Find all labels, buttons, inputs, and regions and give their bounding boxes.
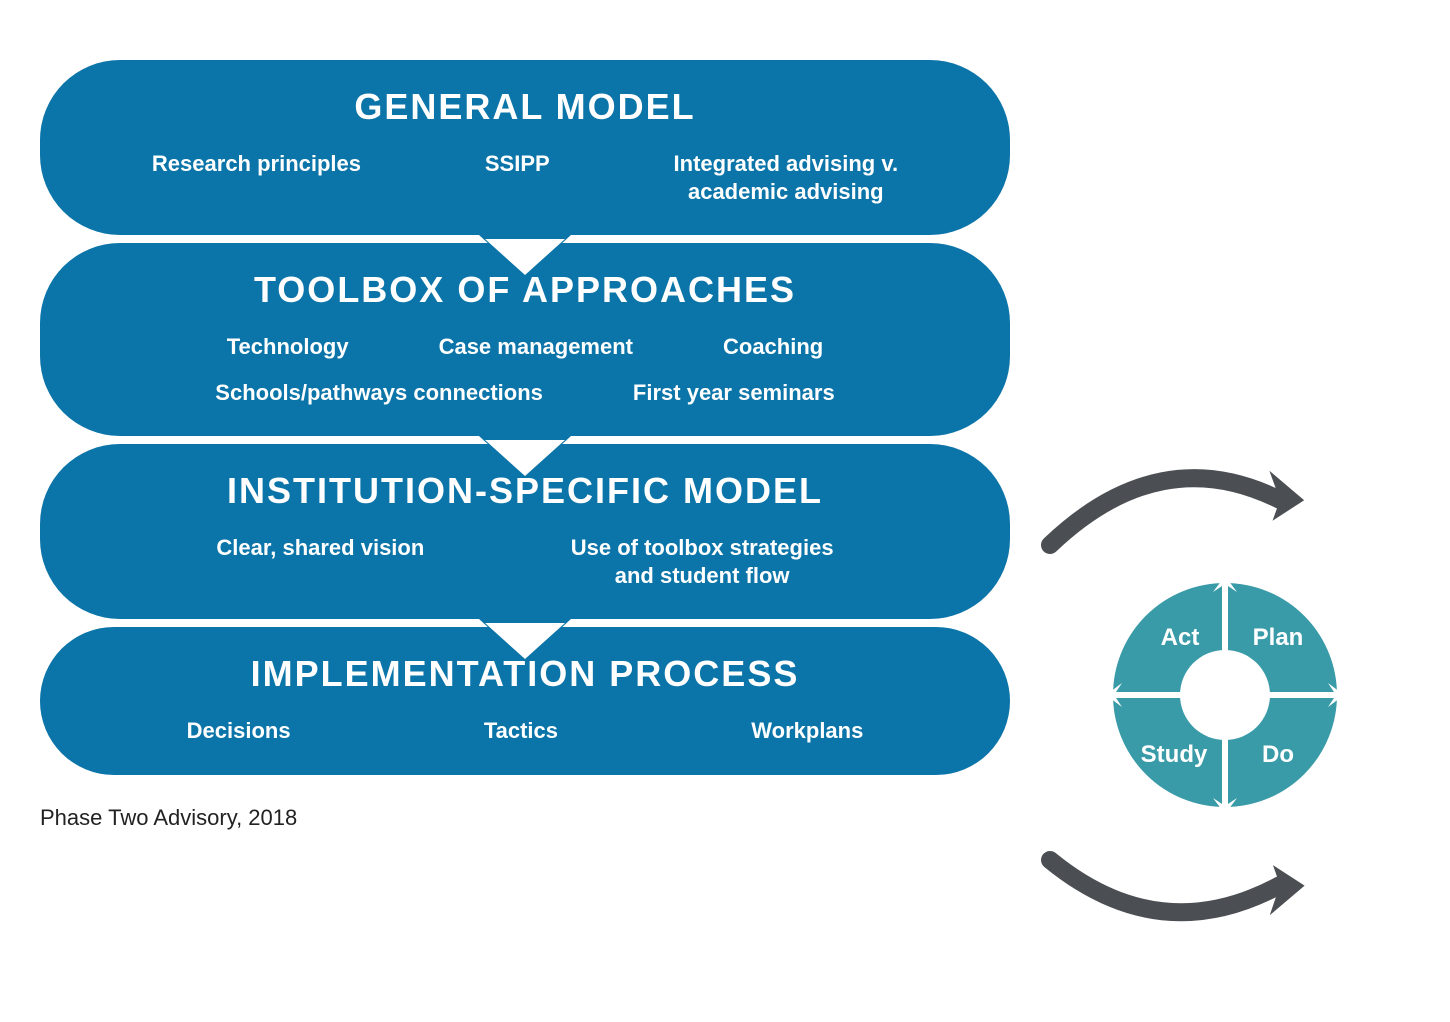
cycle-label-study: Study: [1141, 741, 1208, 768]
block-item: Integrated advising v.academic advising: [674, 150, 899, 205]
block-item: Workplans: [751, 717, 863, 745]
block-items: Decisions Tactics Workplans: [110, 717, 940, 745]
diagram-canvas: GENERAL MODEL Research principles SSIPP Int…: [40, 60, 1390, 831]
arrow-top-icon: [1030, 450, 1320, 560]
block-title: GENERAL MODEL: [110, 86, 940, 128]
block-item: Schools/pathways connections: [215, 379, 543, 407]
block-item: Case management: [439, 333, 633, 361]
block-general-model: GENERAL MODEL Research principles SSIPP Int…: [40, 60, 1010, 235]
block-item: Research principles: [152, 150, 361, 205]
notch-icon: [485, 239, 565, 275]
block-item: First year seminars: [633, 379, 835, 407]
pdsa-cycle: Act Plan Study Do: [1100, 570, 1350, 820]
notch-icon: [485, 440, 565, 476]
block-item: Coaching: [723, 333, 823, 361]
pdsa-cycle-area: Act Plan Study Do: [1040, 450, 1440, 930]
block-items: Research principles SSIPP Integrated advis…: [110, 150, 940, 205]
block-item: Tactics: [484, 717, 558, 745]
block-item: SSIPP: [485, 150, 550, 205]
arrow-bottom-icon: [1030, 830, 1320, 940]
cycle-label-act: Act: [1161, 624, 1200, 651]
block-items: Technology Case management Coaching Schools…: [110, 333, 940, 406]
cycle-label-plan: Plan: [1253, 624, 1304, 651]
block-item: Technology: [227, 333, 349, 361]
cycle-label-do: Do: [1262, 741, 1294, 768]
block-toolbox: TOOLBOX OF APPROACHESTechnologyCase mana…: [40, 243, 1010, 436]
block-item: Decisions: [187, 717, 291, 745]
block-stack: GENERAL MODEL Research principles SSIPP Int…: [40, 60, 1010, 775]
block-items: Clear, shared vision Use of toolbox strat…: [110, 534, 940, 589]
block-institution-specific: INSTITUTION-SPECIFIC MODELClear, shared …: [40, 444, 1010, 619]
block-item: Use of toolbox strategiesand student flo…: [571, 534, 834, 589]
notch-icon: [485, 623, 565, 659]
block-item: Clear, shared vision: [216, 534, 424, 589]
block-implementation: IMPLEMENTATION PROCESSDecisionsTacticsWo…: [40, 627, 1010, 775]
